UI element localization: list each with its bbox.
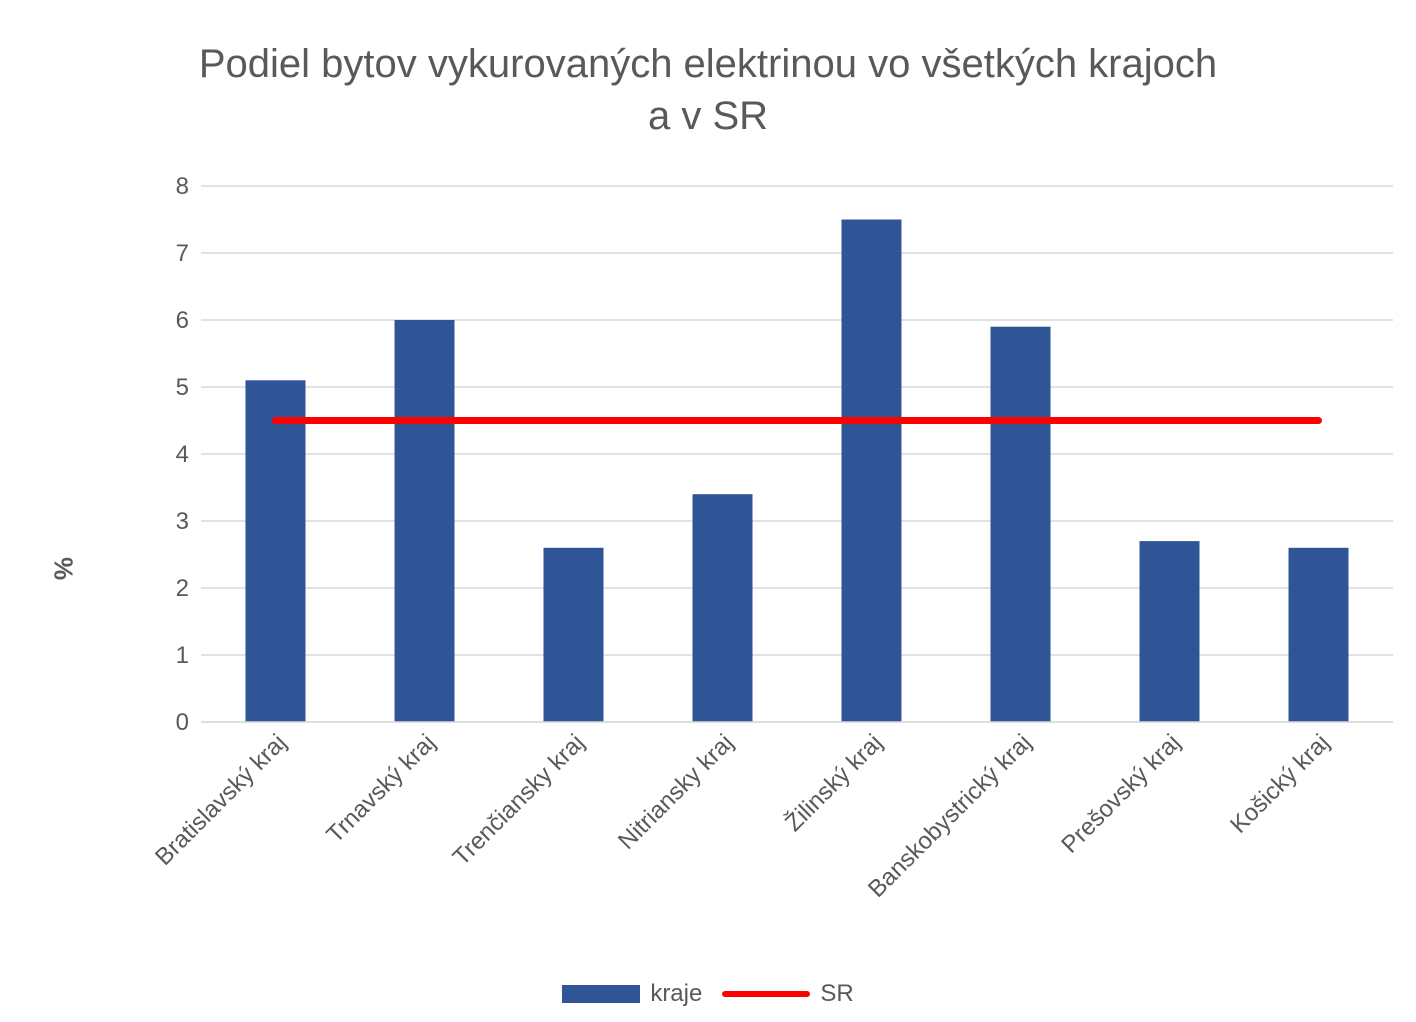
y-tick-label: 5 bbox=[176, 374, 189, 401]
x-tick-label: Trnavský kraj bbox=[321, 729, 440, 848]
bar bbox=[543, 547, 604, 722]
legend: kraje SR bbox=[0, 980, 1416, 1008]
bar bbox=[245, 380, 306, 722]
x-tick-label: Košický kraj bbox=[1225, 729, 1335, 839]
chart-title-line-1: Podiel bytov vykurovaných elektrinou vo … bbox=[198, 42, 1218, 86]
x-tick-label: Nitriansky kraj bbox=[613, 729, 739, 855]
y-tick-label: 3 bbox=[176, 508, 189, 535]
bar bbox=[1288, 547, 1349, 722]
legend-swatch-kraje bbox=[562, 985, 641, 1003]
bar bbox=[990, 326, 1051, 722]
y-tick-label: 8 bbox=[176, 173, 189, 200]
x-tick-label: Žilinský kraj bbox=[780, 729, 888, 837]
legend-item-kraje: kraje bbox=[562, 980, 702, 1008]
legend-label-kraje: kraje bbox=[650, 980, 703, 1007]
bar bbox=[841, 219, 902, 722]
legend-swatch-sr bbox=[722, 991, 811, 997]
x-tick-label: Bratislavský kraj bbox=[150, 729, 292, 871]
legend-item-sr: SR bbox=[722, 980, 854, 1008]
y-tick-label: 6 bbox=[176, 307, 189, 334]
chart-title-line-2: a v SR bbox=[647, 94, 769, 138]
y-tick-label: 4 bbox=[176, 441, 189, 468]
y-tick-label: 2 bbox=[176, 575, 189, 602]
y-tick-label: 7 bbox=[176, 240, 189, 267]
x-tick-label: Prešovský kraj bbox=[1056, 729, 1185, 858]
y-tick-label: 1 bbox=[176, 642, 189, 669]
y-tick-label: 0 bbox=[176, 709, 189, 736]
chart-title: Podiel bytov vykurovaných elektrinou vo … bbox=[0, 38, 1416, 142]
bar bbox=[1139, 541, 1200, 722]
x-tick-label: Banskobystrický kraj bbox=[863, 729, 1037, 903]
x-tick-label: Trenčiansky kraj bbox=[448, 729, 590, 871]
bar bbox=[692, 494, 753, 722]
bar bbox=[394, 320, 455, 722]
legend-label-sr: SR bbox=[820, 980, 854, 1007]
